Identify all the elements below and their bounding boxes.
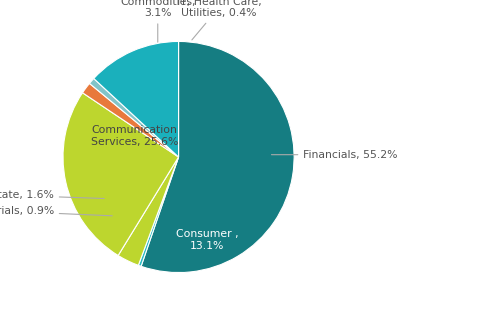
Wedge shape: [82, 84, 179, 157]
Text: Commodities,
3.1%: Commodities, 3.1%: [120, 0, 195, 42]
Text: Communication
Services, 25.6%: Communication Services, 25.6%: [91, 125, 179, 147]
Text: IT, Health Care,
Utilities, 0.4%: IT, Health Care, Utilities, 0.4%: [177, 0, 261, 40]
Wedge shape: [63, 93, 179, 256]
Wedge shape: [94, 41, 179, 157]
Wedge shape: [118, 157, 179, 265]
Text: Industrials, 0.9%: Industrials, 0.9%: [0, 206, 112, 216]
Text: Financials, 55.2%: Financials, 55.2%: [271, 150, 398, 160]
Wedge shape: [138, 157, 179, 266]
Text: Consumer ,
13.1%: Consumer , 13.1%: [176, 230, 239, 251]
Text: Real Estate, 1.6%: Real Estate, 1.6%: [0, 190, 104, 200]
Wedge shape: [89, 78, 179, 157]
Wedge shape: [141, 41, 294, 273]
